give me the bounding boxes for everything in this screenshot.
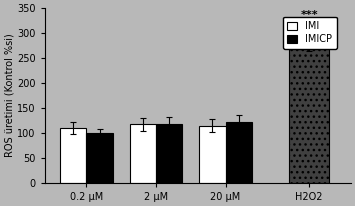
Bar [289,37,329,183]
Bar [130,124,156,183]
Y-axis label: ROS üretimi (Kontrol %si): ROS üretimi (Kontrol %si) [4,34,14,157]
Bar [86,133,113,183]
Bar [225,122,252,183]
Bar [199,126,225,183]
Bar [156,124,182,183]
Legend: IMI, IMICP: IMI, IMICP [283,16,337,49]
Bar [60,128,86,183]
Text: ***: *** [300,10,318,20]
